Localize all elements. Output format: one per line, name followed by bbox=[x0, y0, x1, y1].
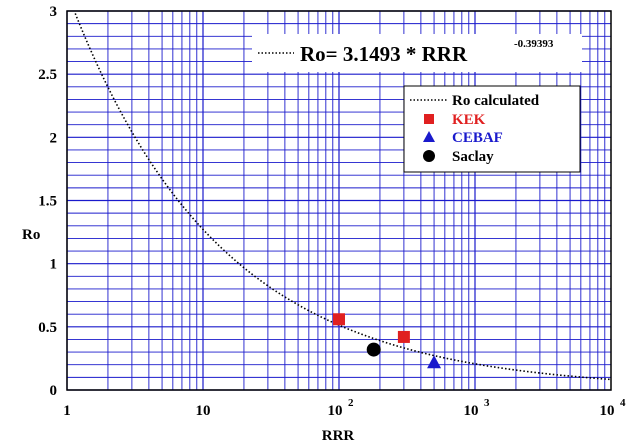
kek-point bbox=[333, 313, 345, 326]
cebaf-point bbox=[427, 355, 442, 369]
equation-box: Ro= 3.1493 * RRR -0.39393 bbox=[252, 34, 582, 72]
data-points bbox=[333, 313, 442, 369]
equation-exponent: -0.39393 bbox=[514, 38, 554, 50]
legend-label-cebaf: CEBAF bbox=[452, 130, 503, 146]
y-tick-label: 0 bbox=[50, 383, 58, 399]
equation-text: Ro= 3.1493 * RRR bbox=[300, 42, 468, 66]
grid bbox=[66, 10, 611, 391]
saclay-point bbox=[366, 342, 381, 357]
x-tick-label: 10 bbox=[196, 403, 211, 419]
legend-marker-kek bbox=[424, 114, 434, 124]
y-tick-label: 2.5 bbox=[38, 67, 57, 83]
legend-label-kek: KEK bbox=[452, 112, 486, 128]
x-tick-exponent: 4 bbox=[620, 397, 626, 409]
y-tick-label: 0.5 bbox=[38, 320, 57, 336]
legend: Ro calculated KEK CEBAF Saclay bbox=[403, 85, 581, 173]
legend-label-fit: Ro calculated bbox=[452, 93, 540, 109]
plot-frame bbox=[66, 10, 612, 391]
y-tick-label: 1.5 bbox=[38, 194, 57, 210]
y-tick-label: 3 bbox=[50, 4, 58, 20]
kek-point bbox=[397, 330, 410, 343]
x-tick-label: 10 bbox=[464, 403, 479, 419]
x-tick-label: 1 bbox=[63, 403, 71, 419]
plot-frame-border bbox=[66, 10, 612, 391]
y-tick-label: 1 bbox=[50, 257, 58, 273]
tick-labels: 0 0.5 1 1.5 2 2.5 3 1 10 10 2 10 3 10 4 bbox=[38, 4, 626, 419]
legend-label-saclay: Saclay bbox=[452, 149, 494, 165]
x-tick-label: 10 bbox=[328, 403, 343, 419]
x-tick-exponent: 2 bbox=[348, 397, 354, 409]
legend-marker-cebaf bbox=[423, 131, 435, 142]
legend-marker-saclay bbox=[423, 150, 435, 162]
x-tick-exponent: 3 bbox=[484, 397, 490, 409]
x-tick-label: 10 bbox=[600, 403, 615, 419]
y-axis-label: Ro bbox=[22, 227, 40, 243]
x-axis-label: RRR bbox=[322, 428, 355, 444]
y-tick-label: 2 bbox=[50, 130, 58, 146]
